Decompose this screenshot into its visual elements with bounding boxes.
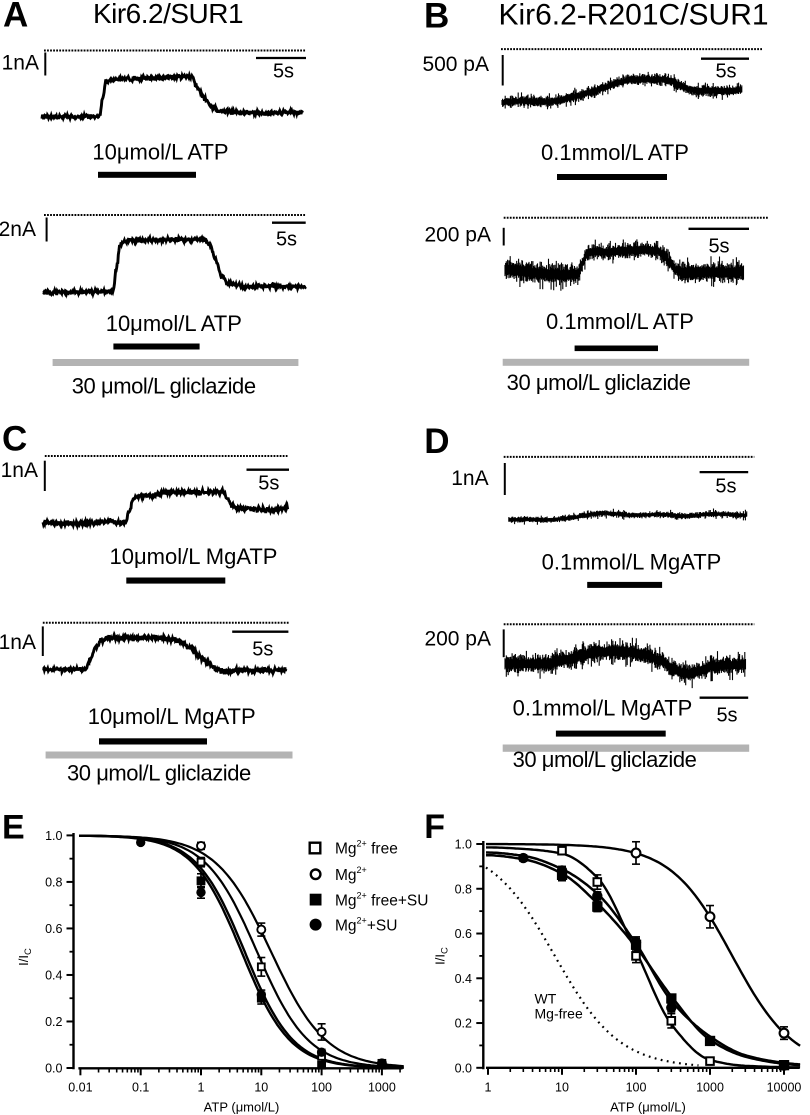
svg-text:10: 10 [254, 1081, 268, 1095]
svg-text:1nA: 1nA [2, 52, 39, 75]
svg-text:5s: 5s [715, 475, 736, 497]
svg-text:ATP (μmol/L): ATP (μmol/L) [204, 1100, 280, 1115]
svg-text:F: F [424, 808, 445, 846]
svg-text:1: 1 [198, 1081, 205, 1095]
svg-text:0.1: 0.1 [132, 1081, 149, 1095]
svg-text:0.1mmol/L MgATP: 0.1mmol/L MgATP [513, 695, 693, 720]
svg-text:0.2: 0.2 [45, 1015, 62, 1029]
svg-text:C: C [2, 420, 27, 459]
svg-text:1000: 1000 [696, 1081, 724, 1095]
svg-text:30 μmol/L gliclazide: 30 μmol/L gliclazide [507, 370, 691, 395]
svg-text:5s: 5s [258, 473, 279, 495]
svg-text:0.1mmol/L MgATP: 0.1mmol/L MgATP [542, 549, 722, 574]
svg-text:0.0: 0.0 [455, 1061, 472, 1075]
svg-text:10μmol/L MgATP: 10μmol/L MgATP [88, 704, 256, 729]
svg-text:1nA: 1nA [0, 631, 36, 654]
svg-text:Mg-free: Mg-free [535, 1006, 583, 1022]
svg-text:0.6: 0.6 [455, 927, 472, 941]
svg-text:5s: 5s [276, 228, 297, 250]
svg-text:200 pA: 200 pA [424, 628, 491, 651]
svg-text:1nA: 1nA [1, 459, 38, 482]
svg-text:5s: 5s [273, 61, 294, 83]
svg-text:0.01: 0.01 [68, 1081, 92, 1095]
svg-text:0.1mmol/L ATP: 0.1mmol/L ATP [546, 309, 694, 334]
svg-text:Mg2+ free: Mg2+ free [335, 839, 398, 858]
svg-text:A: A [3, 0, 28, 35]
svg-text:ATP (μmol/L): ATP (μmol/L) [610, 1100, 686, 1115]
svg-text:Kir6.2-R201C/SUR1: Kir6.2-R201C/SUR1 [498, 0, 768, 31]
svg-text:10: 10 [555, 1081, 569, 1095]
svg-text:Mg2+ free+SU: Mg2+ free+SU [335, 891, 428, 910]
svg-text:5s: 5s [252, 638, 273, 660]
svg-text:0.1mmol/L ATP: 0.1mmol/L ATP [541, 140, 689, 165]
svg-text:10000: 10000 [767, 1081, 802, 1095]
svg-text:0.4: 0.4 [45, 968, 62, 982]
svg-text:100: 100 [626, 1081, 647, 1095]
svg-text:30 μmol/L gliclazide: 30 μmol/L gliclazide [72, 374, 256, 399]
svg-text:0.8: 0.8 [455, 882, 472, 896]
svg-text:10μmol/L ATP: 10μmol/L ATP [92, 140, 228, 165]
svg-text:0.6: 0.6 [45, 922, 62, 936]
svg-text:30 μmol/L gliclazide: 30 μmol/L gliclazide [67, 761, 251, 786]
svg-text:0.2: 0.2 [455, 1017, 472, 1031]
svg-text:5s: 5s [716, 705, 737, 727]
svg-text:1.0: 1.0 [455, 838, 472, 852]
svg-text:1nA: 1nA [451, 467, 488, 490]
svg-text:0.4: 0.4 [455, 972, 472, 986]
svg-text:Kir6.2/SUR1: Kir6.2/SUR1 [93, 0, 243, 29]
svg-text:10μmol/L ATP: 10μmol/L ATP [106, 311, 242, 336]
svg-text:5s: 5s [708, 236, 729, 258]
svg-text:1: 1 [485, 1081, 492, 1095]
svg-text:E: E [2, 809, 25, 847]
svg-text:1.0: 1.0 [45, 829, 62, 843]
svg-text:100: 100 [311, 1081, 332, 1095]
svg-text:Mg2++SU: Mg2++SU [335, 916, 397, 935]
svg-text:0.0: 0.0 [45, 1062, 62, 1076]
svg-text:5s: 5s [715, 61, 736, 83]
svg-text:1000: 1000 [368, 1081, 396, 1095]
svg-text:0.8: 0.8 [45, 875, 62, 889]
svg-text:30 μmol/L gliclazide: 30 μmol/L gliclazide [513, 747, 697, 772]
svg-text:10μmol/L MgATP: 10μmol/L MgATP [110, 544, 278, 569]
svg-text:B: B [424, 0, 449, 36]
svg-text:WT: WT [535, 991, 557, 1007]
svg-text:D: D [424, 422, 449, 461]
svg-text:200 pA: 200 pA [424, 224, 491, 247]
svg-text:2nA: 2nA [0, 218, 36, 241]
svg-text:500 pA: 500 pA [422, 53, 489, 76]
